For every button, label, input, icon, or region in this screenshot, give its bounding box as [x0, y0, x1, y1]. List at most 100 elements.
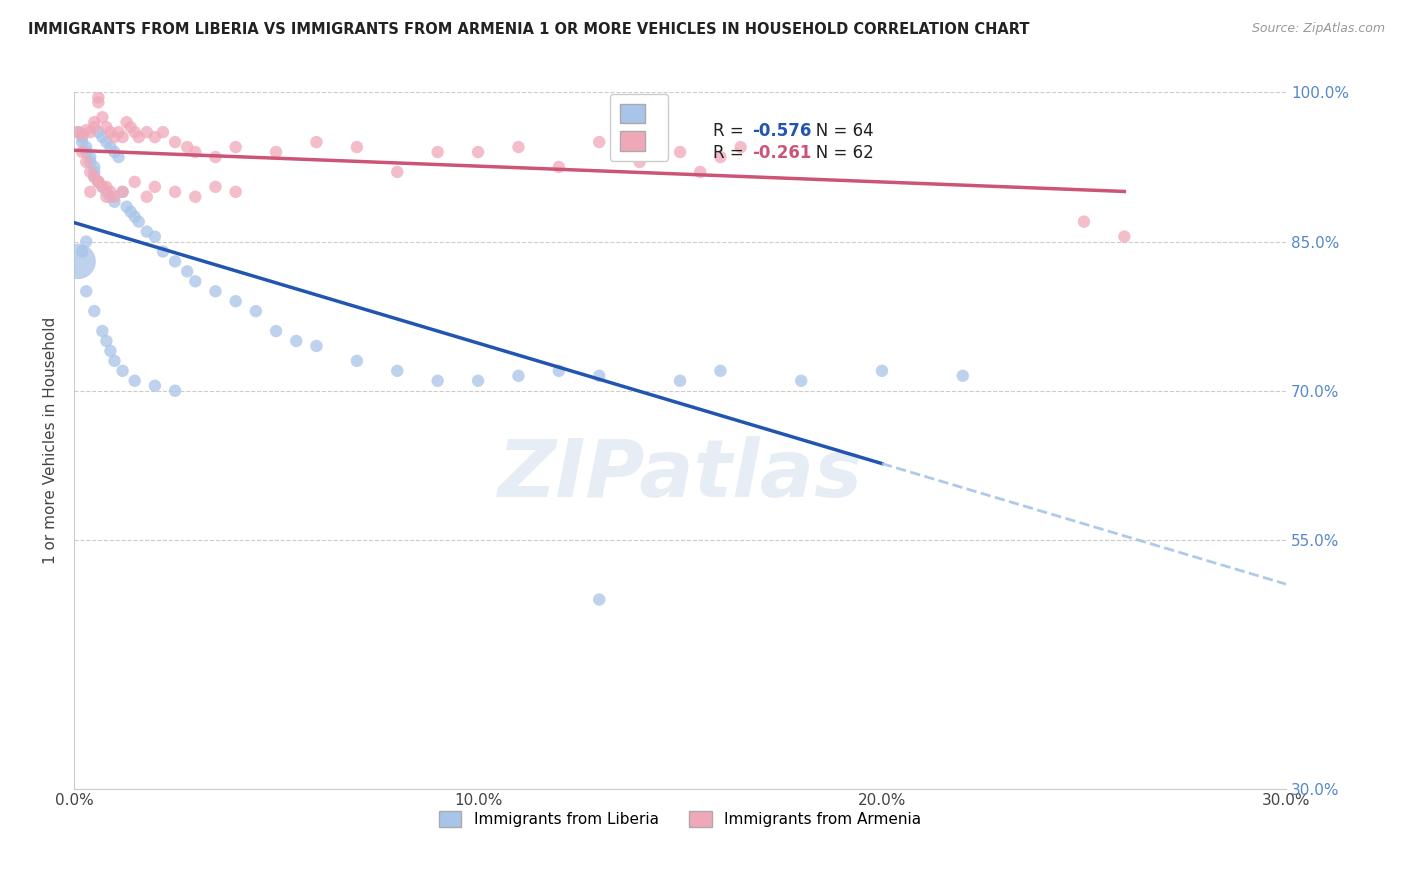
Point	[83, 160, 105, 174]
Point	[96, 120, 118, 135]
Point	[176, 140, 198, 154]
Point	[96, 179, 118, 194]
Point	[264, 324, 287, 338]
Text: N = 62: N = 62	[800, 144, 875, 161]
Point	[1114, 229, 1136, 244]
Point	[87, 125, 110, 139]
Point	[346, 354, 368, 368]
Point	[709, 364, 731, 378]
Point	[305, 135, 328, 149]
Point	[111, 364, 134, 378]
Point	[87, 90, 110, 104]
Point	[96, 135, 118, 149]
Point	[107, 125, 129, 139]
Point	[709, 150, 731, 164]
Point	[75, 145, 97, 159]
Point	[67, 125, 90, 139]
Point	[91, 179, 114, 194]
Point	[508, 368, 530, 383]
Point	[87, 175, 110, 189]
Point	[124, 175, 146, 189]
Point	[83, 165, 105, 179]
Point	[83, 304, 105, 318]
Point	[67, 125, 90, 139]
Point	[547, 160, 569, 174]
Point	[75, 140, 97, 154]
Point	[790, 374, 813, 388]
Point	[305, 339, 328, 353]
Point	[547, 364, 569, 378]
Text: R =: R =	[713, 144, 749, 161]
Point	[165, 185, 187, 199]
Text: Source: ZipAtlas.com: Source: ZipAtlas.com	[1251, 22, 1385, 36]
Point	[87, 175, 110, 189]
Point	[107, 150, 129, 164]
Point	[75, 285, 97, 299]
Point	[143, 130, 166, 145]
Point	[70, 135, 93, 149]
Point	[124, 374, 146, 388]
Point	[103, 190, 125, 204]
Point	[70, 130, 93, 145]
Point	[100, 343, 122, 358]
Point	[135, 225, 157, 239]
Point	[70, 244, 93, 259]
Point	[115, 200, 138, 214]
Point	[103, 354, 125, 368]
Point	[588, 135, 610, 149]
Point	[124, 210, 146, 224]
Point	[96, 190, 118, 204]
Point	[508, 140, 530, 154]
Point	[669, 374, 692, 388]
Point	[87, 175, 110, 189]
Point	[87, 95, 110, 110]
Point	[111, 130, 134, 145]
Text: -0.576: -0.576	[752, 121, 811, 139]
Point	[111, 185, 134, 199]
Point	[225, 185, 247, 199]
Point	[115, 115, 138, 129]
Point	[75, 235, 97, 249]
Point	[588, 368, 610, 383]
Point	[91, 324, 114, 338]
Point	[143, 179, 166, 194]
Text: -0.261: -0.261	[752, 144, 811, 161]
Point	[100, 190, 122, 204]
Point	[100, 140, 122, 154]
Point	[91, 130, 114, 145]
Text: IMMIGRANTS FROM LIBERIA VS IMMIGRANTS FROM ARMENIA 1 OR MORE VEHICLES IN HOUSEHO: IMMIGRANTS FROM LIBERIA VS IMMIGRANTS FR…	[28, 22, 1029, 37]
Point	[75, 123, 97, 137]
Point	[730, 140, 752, 154]
Point	[204, 179, 226, 194]
Point	[176, 264, 198, 278]
Point	[467, 374, 489, 388]
Point	[152, 244, 174, 259]
Point	[83, 169, 105, 184]
Text: N = 64: N = 64	[800, 121, 875, 139]
Point	[70, 145, 93, 159]
Y-axis label: 1 or more Vehicles in Household: 1 or more Vehicles in Household	[44, 317, 58, 564]
Point	[184, 274, 207, 288]
Point	[124, 125, 146, 139]
Point	[128, 130, 150, 145]
Point	[870, 364, 893, 378]
Point	[165, 135, 187, 149]
Point	[346, 140, 368, 154]
Point	[96, 185, 118, 199]
Point	[100, 185, 122, 199]
Point	[184, 190, 207, 204]
Point	[103, 194, 125, 209]
Point	[91, 179, 114, 194]
Point	[135, 190, 157, 204]
Point	[426, 145, 449, 159]
Point	[952, 368, 974, 383]
Point	[79, 150, 101, 164]
Point	[143, 378, 166, 392]
Point	[1073, 214, 1095, 228]
Point	[128, 214, 150, 228]
Point	[245, 304, 267, 318]
Point	[96, 334, 118, 348]
Point	[120, 120, 142, 135]
Point	[689, 165, 711, 179]
Point	[143, 229, 166, 244]
